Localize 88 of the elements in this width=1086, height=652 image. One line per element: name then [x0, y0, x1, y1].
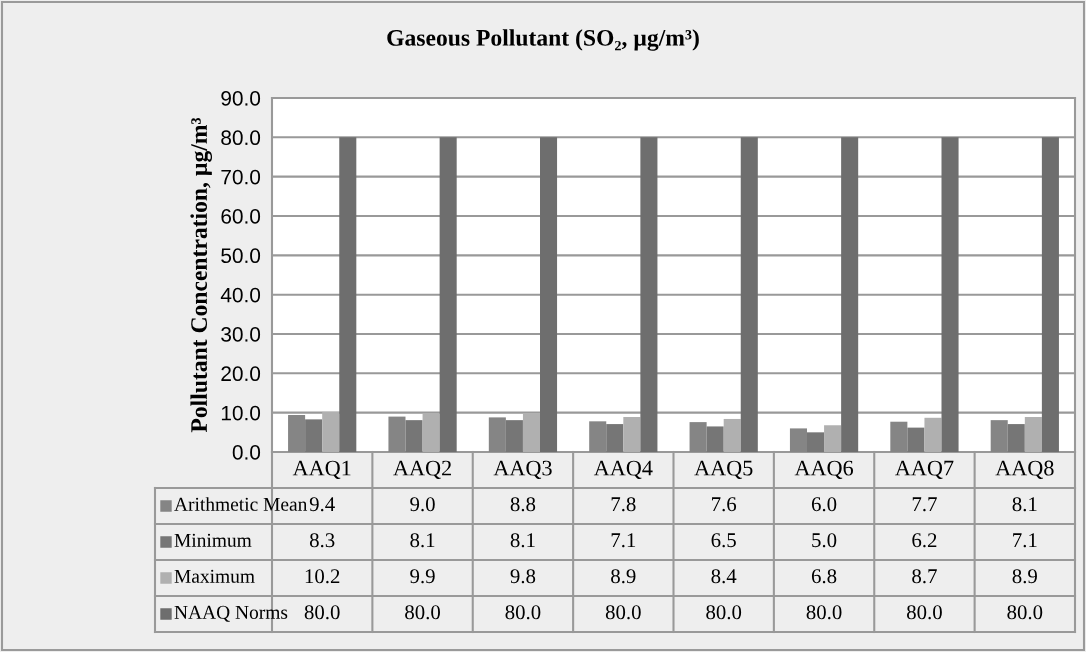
bar	[540, 137, 558, 452]
data-label: 7.8	[611, 497, 636, 512]
y-tick-label: 50.0	[221, 248, 261, 264]
legend-label: Maximum	[174, 569, 255, 583]
data-label: 8.1	[410, 533, 435, 548]
bar	[305, 419, 323, 452]
data-label: 8.1	[510, 533, 535, 548]
bar	[824, 425, 842, 452]
legend-label: NAAQ Norms	[174, 605, 288, 622]
x-tick-label: AAQ8	[995, 460, 1054, 479]
bar	[740, 137, 758, 452]
y-axis-title: Pollutant Concentration, µg/m³	[190, 117, 213, 433]
bar	[723, 418, 741, 452]
x-tick-label: AAQ1	[292, 460, 351, 479]
bar	[405, 420, 423, 452]
y-tick-label: 90.0	[221, 91, 261, 106]
bar	[689, 422, 707, 452]
bar	[505, 420, 523, 452]
data-label: 9.9	[410, 569, 435, 584]
y-tick-label: 60.0	[221, 209, 261, 224]
bar	[640, 137, 658, 452]
data-label: 80.0	[806, 605, 842, 620]
x-tick-label: AAQ5	[694, 460, 753, 479]
bar	[589, 421, 607, 452]
data-label: 8.7	[912, 569, 937, 584]
x-tick-label: AAQ3	[493, 460, 552, 479]
data-label: 8.9	[611, 569, 636, 584]
bar	[1041, 137, 1059, 452]
data-label: 8.3	[309, 533, 335, 548]
data-label: 8.4	[711, 569, 737, 584]
y-tick-label: 40.0	[220, 287, 261, 303]
y-tick-label: 80.0	[221, 130, 261, 146]
bar	[907, 427, 925, 452]
data-label: 6.2	[912, 533, 937, 548]
bar	[339, 137, 357, 452]
x-tick-label: AAQ2	[393, 460, 451, 479]
y-tick-label: 0.0	[232, 445, 261, 460]
x-tick-label: AAQ6	[794, 460, 854, 479]
y-tick-label: 10.0	[221, 405, 261, 421]
y-tick-label: 20.0	[221, 366, 261, 382]
data-label: 80.0	[605, 605, 641, 620]
bar	[924, 417, 942, 452]
data-label: 8.9	[1012, 569, 1037, 584]
bar	[623, 416, 641, 452]
chart-title: Gaseous Pollutant (SO₂, µg/m³)	[387, 29, 699, 51]
bar	[388, 416, 406, 452]
data-label: 80.0	[505, 605, 541, 620]
legend-label: Minimum	[174, 533, 252, 547]
data-label: 80.0	[907, 605, 942, 620]
x-tick-label: AAQ4	[593, 460, 653, 479]
y-tick-label: 70.0	[221, 169, 261, 185]
x-tick-label: AAQ7	[895, 460, 954, 479]
data-label: 9.8	[510, 569, 536, 584]
bar	[606, 424, 624, 452]
data-label: 6.0	[811, 497, 837, 512]
bar	[807, 432, 825, 452]
bar	[422, 413, 440, 452]
data-label: 80.0	[304, 605, 340, 620]
legend-label: Arithmetic Mean	[174, 497, 308, 511]
bar	[322, 411, 340, 452]
data-label: 7.1	[1013, 533, 1037, 548]
bar	[789, 428, 807, 452]
data-label: 9.4	[309, 497, 335, 512]
data-label: 6.5	[711, 533, 736, 548]
bar	[841, 137, 859, 452]
data-label: 8.8	[510, 497, 536, 512]
y-tick-label: 30.0	[221, 327, 261, 342]
data-label: 7.1	[611, 533, 636, 548]
data-label: 5.0	[812, 533, 837, 548]
bar	[890, 421, 908, 452]
data-label: 8.1	[1012, 497, 1037, 512]
data-label: 7.7	[912, 497, 937, 512]
bar	[1007, 424, 1025, 452]
data-label: 7.6	[712, 497, 737, 512]
data-label: 10.2	[305, 569, 340, 584]
bar	[706, 426, 724, 452]
bar	[1024, 416, 1042, 452]
bar	[990, 420, 1008, 452]
data-label: 9.0	[410, 497, 435, 512]
bar	[941, 137, 959, 452]
data-label: 80.0	[706, 605, 742, 620]
bar	[488, 417, 506, 452]
bar	[288, 415, 306, 452]
bar	[522, 413, 540, 452]
bar	[439, 137, 457, 452]
data-label: 6.8	[811, 569, 837, 584]
data-label: 80.0	[405, 605, 440, 620]
data-label: 80.0	[1007, 605, 1043, 620]
